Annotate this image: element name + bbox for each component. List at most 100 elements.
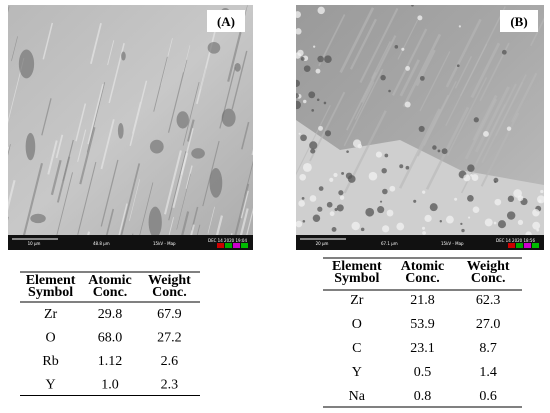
grain (384, 153, 389, 158)
grain (473, 117, 479, 123)
date-text: DEC 14 2020 19:04 (208, 238, 247, 243)
streak (359, 7, 399, 83)
grain (333, 172, 338, 178)
streak (399, 59, 420, 97)
grain (517, 195, 524, 202)
grain (329, 211, 335, 217)
streak (339, 7, 375, 74)
table-cell: 53.9 (410, 317, 435, 332)
grain (470, 174, 473, 177)
grain (313, 45, 316, 48)
pit (176, 111, 189, 129)
grain (532, 221, 541, 230)
grain (300, 56, 305, 61)
grain (382, 225, 390, 233)
pit (149, 139, 164, 154)
grain (296, 220, 303, 228)
grain (394, 45, 399, 49)
grain (339, 195, 345, 200)
column-header: Conc. (405, 271, 440, 286)
streak (530, 17, 544, 47)
streak (11, 36, 18, 62)
table-cell: 21.8 (410, 293, 435, 308)
table-cell: 27.0 (476, 317, 501, 332)
streak (120, 163, 141, 235)
streak (190, 224, 195, 235)
streak (423, 81, 457, 146)
streak (22, 162, 44, 235)
grain (413, 199, 417, 203)
table-cell: 27.2 (157, 331, 182, 346)
column-header: Atomic (88, 273, 132, 288)
grain (379, 200, 383, 203)
table-cell: C (352, 341, 361, 356)
table-cell: 1.12 (98, 354, 123, 369)
grain (401, 47, 405, 51)
grain (298, 132, 301, 135)
streak (129, 80, 148, 147)
table-cell: 1.0 (101, 378, 119, 393)
grain (318, 125, 323, 131)
streak (77, 129, 87, 162)
table-cell: 29.8 (98, 307, 123, 322)
grain (296, 28, 302, 35)
pit (25, 132, 36, 161)
pit (191, 148, 205, 159)
grain (331, 226, 337, 232)
streak (75, 103, 87, 142)
pit (18, 49, 35, 79)
column-header: Symbol (334, 271, 379, 286)
grain (493, 221, 497, 225)
grain (302, 219, 306, 223)
streak (445, 43, 488, 127)
grain (338, 190, 344, 196)
grain (368, 171, 378, 181)
table-cell: 23.1 (410, 341, 435, 356)
grain (467, 194, 474, 202)
mode-text: 15kV - Map (441, 241, 464, 246)
texture (296, 5, 547, 235)
grain (381, 167, 387, 174)
streak (481, 74, 527, 163)
column-header: Conc. (471, 271, 506, 286)
pit (121, 51, 126, 61)
grain (309, 195, 317, 202)
grain (467, 164, 475, 172)
streak (361, 35, 397, 103)
grain (298, 200, 305, 207)
streak (510, 72, 538, 123)
grain (537, 195, 544, 204)
grain (429, 203, 438, 212)
streak (90, 23, 102, 65)
grain (506, 211, 516, 220)
streak (474, 86, 510, 153)
grain (439, 220, 442, 223)
streak (241, 121, 250, 150)
table-cell: 2.6 (161, 354, 179, 369)
streak (346, 72, 377, 131)
table-cell: 0.6 (479, 389, 497, 404)
grain (296, 11, 301, 18)
table-cell: 68.0 (98, 331, 123, 346)
streak (42, 22, 54, 60)
grain (336, 204, 344, 212)
grain (544, 232, 547, 235)
grain (360, 227, 365, 232)
streak (56, 156, 71, 203)
grain (456, 64, 460, 68)
field-text: 48.8 µm (93, 241, 110, 246)
grain (302, 163, 312, 172)
grain (296, 100, 301, 110)
streak (182, 45, 191, 73)
panel-label: (A) (217, 14, 235, 29)
streak (354, 81, 375, 120)
grain (317, 6, 325, 15)
grain (441, 148, 448, 155)
grain (525, 231, 532, 235)
grain (341, 171, 345, 175)
grain (418, 125, 425, 132)
grain (445, 215, 454, 224)
column-header: Weight (467, 259, 510, 274)
streak (187, 119, 195, 142)
grain (396, 222, 405, 231)
